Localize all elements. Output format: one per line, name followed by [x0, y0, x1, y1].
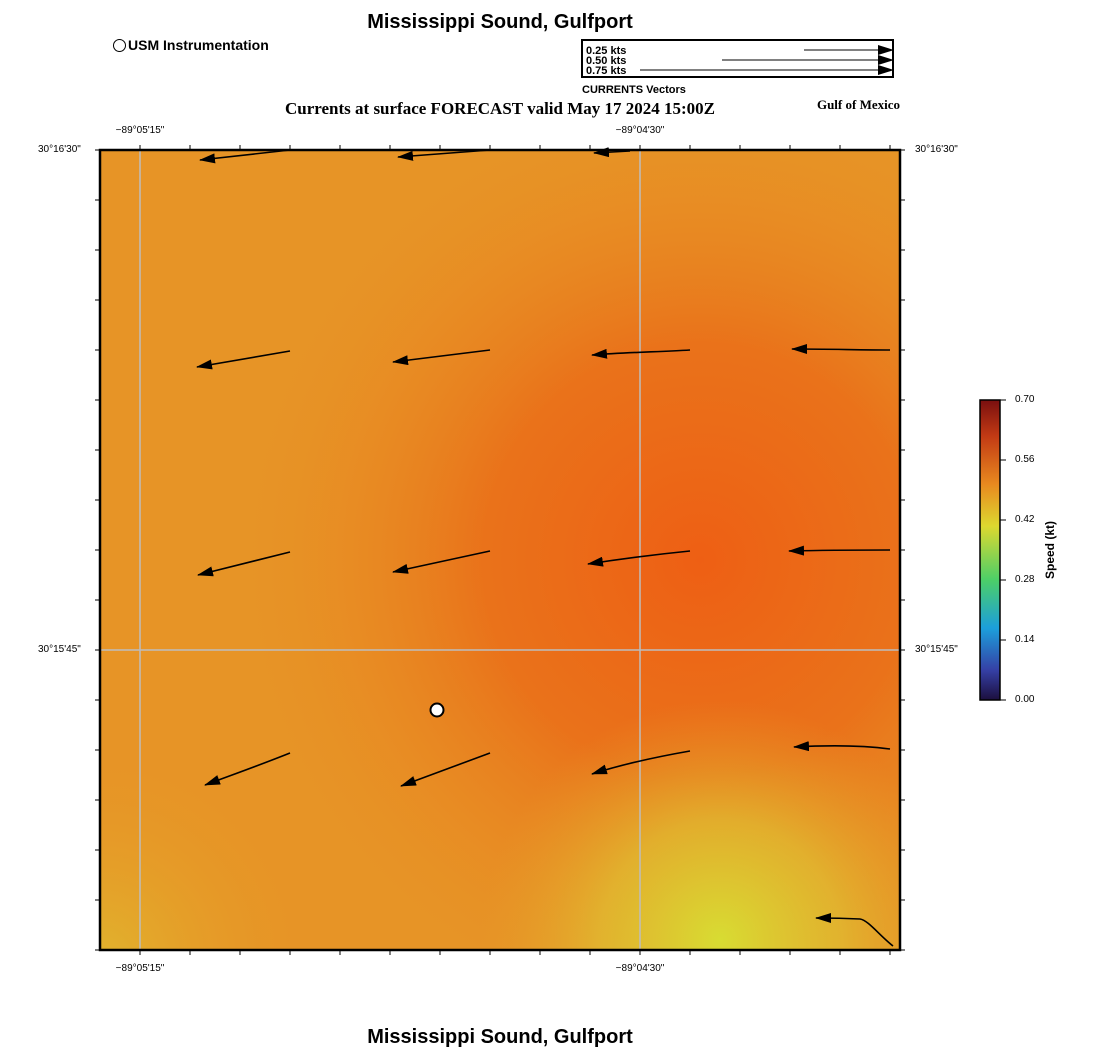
current-vector — [591, 348, 691, 359]
vector-legend-title: CURRENTS Vectors — [582, 84, 686, 96]
current-vector — [197, 551, 291, 577]
current-vector — [788, 545, 891, 556]
lon-label-top-west: −89°05'15" — [115, 125, 165, 136]
region-label: Gulf of Mexico — [816, 97, 900, 112]
current-vector — [400, 752, 491, 787]
current-vector — [392, 349, 491, 366]
colorbar-ticks — [1000, 399, 1006, 701]
colorbar-tick-label: 0.14 — [1015, 634, 1035, 645]
lat-label-west-middle: 30°15'45" — [38, 644, 81, 655]
speed-colorbar — [979, 399, 1001, 701]
instrument-legend: USM Instrumentation — [113, 37, 269, 53]
vector-legend-label-1: 0.25 kts — [586, 45, 627, 57]
lon-label-bottom-east: −89°04'30" — [615, 963, 665, 974]
current-vector — [593, 147, 631, 158]
current-vector — [392, 550, 491, 574]
vector-legend-label-2: 0.50 kts — [586, 55, 627, 67]
vector-legend-arrows — [640, 45, 894, 75]
map-title: Mississippi Sound, Gulfport — [367, 11, 633, 33]
colorbar-tick-label: 0.56 — [1015, 454, 1035, 465]
colorbar-title: Speed (kt) — [1043, 520, 1057, 580]
current-vector — [204, 752, 291, 786]
current-vector — [815, 913, 894, 947]
current-vector — [791, 344, 891, 355]
instrument-legend-label: USM Instrumentation — [128, 37, 269, 53]
graticule — [100, 150, 900, 950]
current-vector — [196, 350, 291, 370]
lon-label-top-east: −89°04'30" — [615, 125, 665, 136]
current-vector — [397, 149, 491, 161]
frame-ticks — [95, 145, 905, 955]
current-vector — [793, 741, 891, 752]
current-vector — [587, 550, 691, 567]
vector-legend-box: 0.25 kts 0.50 kts 0.75 kts — [581, 39, 894, 78]
current-vector — [591, 750, 691, 775]
current-vector — [199, 149, 291, 164]
lat-label-east-top: 30°16'30" — [915, 144, 958, 155]
current-vectors — [196, 147, 894, 947]
lon-label-bottom-west: −89°05'15" — [115, 963, 165, 974]
forecast-subtitle: Currents at surface FORECAST valid May 1… — [284, 99, 716, 118]
speed-field — [100, 150, 900, 950]
usm-instrument-site[interactable] — [429, 702, 445, 718]
colorbar-tick-label: 0.70 — [1015, 394, 1035, 405]
field-low-speed-west — [100, 150, 900, 950]
lat-label-east-middle: 30°15'45" — [915, 644, 958, 655]
colorbar-tick-label: 0.28 — [1015, 574, 1035, 585]
lat-label-west-top: 30°16'30" — [38, 144, 81, 155]
colorbar-tick-label: 0.00 — [1015, 694, 1035, 705]
colorbar-tick-label: 0.42 — [1015, 514, 1035, 525]
vector-legend-label-3: 0.75 kts — [586, 65, 627, 77]
map-bottom-title: Mississippi Sound, Gulfport — [367, 1026, 633, 1048]
instrument-marker-icon — [113, 38, 126, 52]
